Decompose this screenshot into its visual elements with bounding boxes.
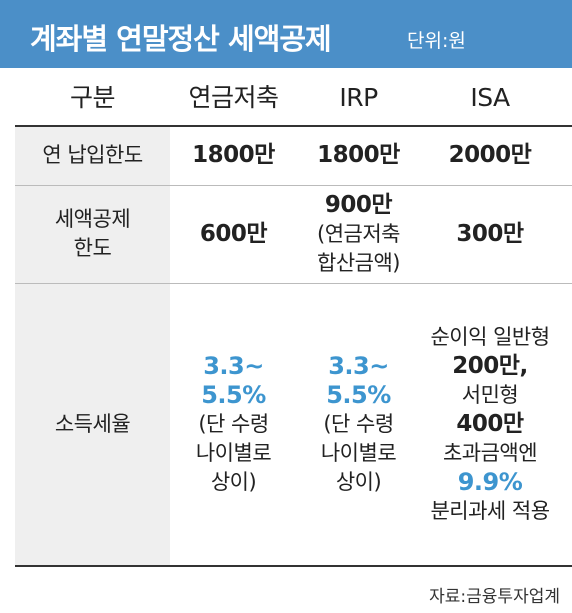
label-column-bg bbox=[15, 127, 170, 565]
cell-line: 9.9% bbox=[457, 467, 523, 496]
title: 계좌별 연말정산 세액공제 bbox=[30, 22, 332, 56]
value-cell: 1800만 bbox=[297, 125, 420, 185]
cell-line: 나이별로 bbox=[320, 440, 397, 465]
value-cell: 300만 bbox=[420, 185, 560, 283]
row-label-cell: 소득세율 bbox=[15, 283, 170, 565]
cell-line: (단 수령 bbox=[323, 411, 394, 436]
title-bar: 계좌별 연말정산 세액공제 단위:원 bbox=[0, 0, 572, 68]
unit: 단위:원 bbox=[407, 30, 466, 52]
value-cell: 2000만 bbox=[420, 125, 560, 185]
header-text: 연금저축 bbox=[188, 83, 279, 112]
cell-line: 순이익 일반형 bbox=[430, 324, 550, 349]
row-rule bbox=[15, 283, 572, 284]
header-rule bbox=[15, 125, 572, 127]
source: 자료:금융투자업계 bbox=[429, 587, 560, 607]
cell-line: 분리과세 적용 bbox=[430, 498, 550, 523]
cell-line: 3.3~ bbox=[203, 351, 264, 380]
cell-line: 400만 bbox=[456, 410, 524, 437]
cell-line: 서민형 bbox=[461, 382, 519, 407]
header-cell: ISA bbox=[420, 70, 560, 125]
cell-line: 600만 bbox=[199, 220, 268, 247]
header-text: IRP bbox=[339, 83, 378, 112]
cell-line: 합산금액) bbox=[317, 250, 400, 275]
value-cell: 1800만 bbox=[170, 125, 297, 185]
cell-line: 연 납입한도 bbox=[42, 142, 143, 167]
cell-line: 소득세율 bbox=[54, 411, 131, 436]
cell-line: 상이) bbox=[335, 469, 382, 494]
cell-line: 나이별로 bbox=[195, 440, 272, 465]
bottom-rule bbox=[15, 565, 572, 567]
value-cell: 600만 bbox=[170, 185, 297, 283]
cell-line: 한도 bbox=[73, 236, 112, 260]
cell-line: 초과금액엔 bbox=[442, 440, 538, 465]
header-text: ISA bbox=[470, 83, 510, 112]
cell-line: 5.5% bbox=[326, 380, 391, 409]
header-cell: IRP bbox=[297, 70, 420, 125]
header-cell: 연금저축 bbox=[170, 70, 297, 125]
cell-line: 세액공제 bbox=[54, 207, 131, 231]
cell-line: 900만 bbox=[324, 191, 393, 218]
cell-line: 상이) bbox=[210, 469, 257, 494]
cell-line: 3.3~ bbox=[328, 351, 389, 380]
row-label-cell: 연 납입한도 bbox=[15, 125, 170, 185]
header-cell: 구분 bbox=[15, 70, 170, 125]
cell-line: 300만 bbox=[456, 220, 524, 247]
cell-line: (연금저축 bbox=[317, 221, 400, 246]
cell-line: 5.5% bbox=[201, 380, 266, 409]
cell-line: 200만, bbox=[452, 352, 528, 379]
cell-line: (단 수령 bbox=[198, 411, 269, 436]
cell-line: 2000만 bbox=[448, 141, 532, 168]
header-text: 구분 bbox=[69, 83, 116, 112]
cell-line: 1800만 bbox=[317, 141, 400, 168]
cell-line: 1800만 bbox=[192, 141, 275, 168]
row-rule bbox=[15, 185, 572, 186]
